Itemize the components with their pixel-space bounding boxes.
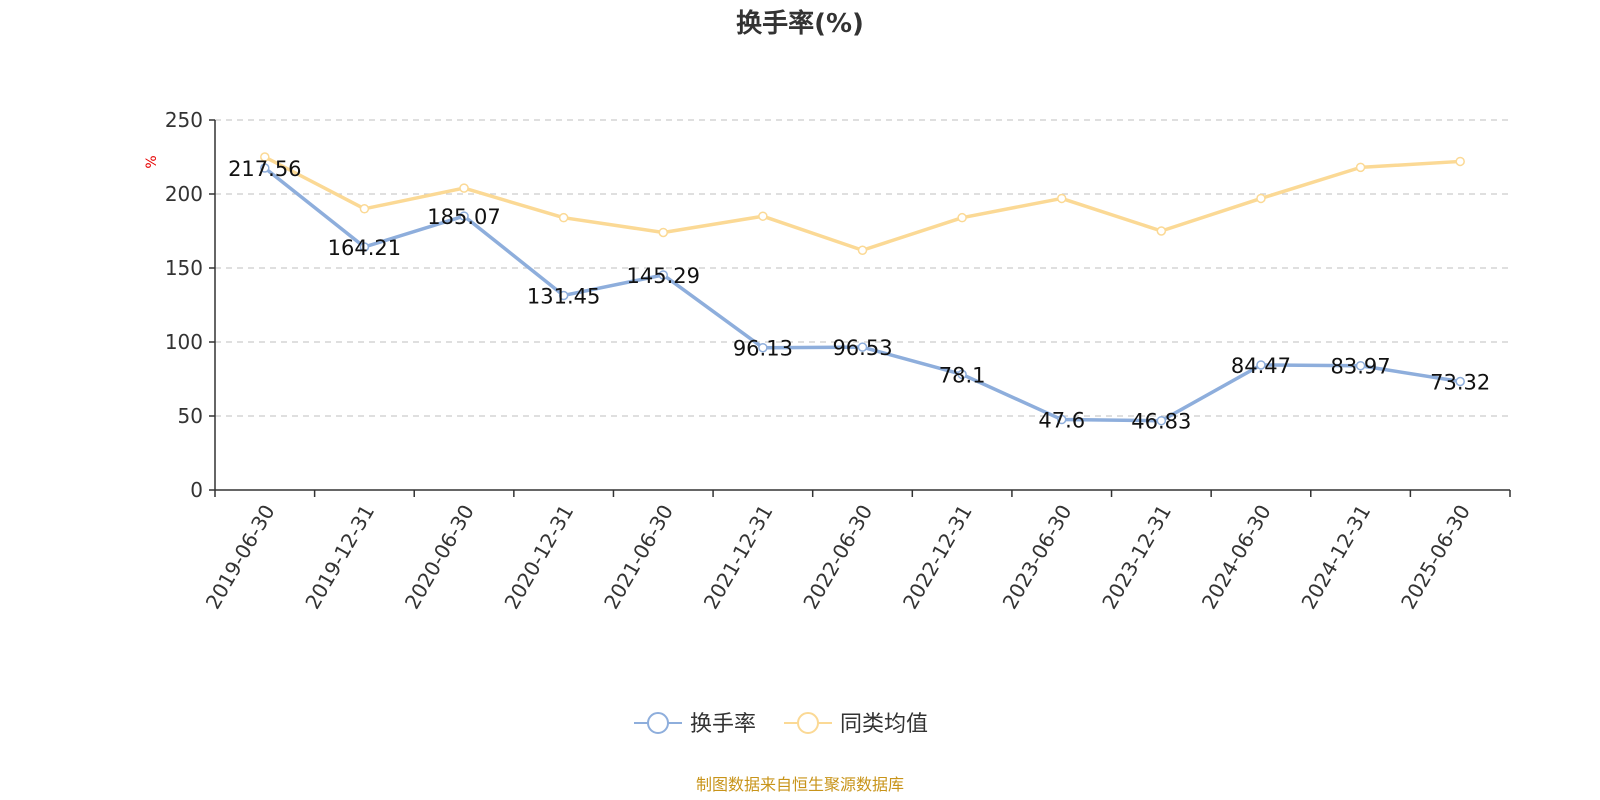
data-label: 185.07 (427, 205, 500, 229)
series-point[interactable] (359, 242, 370, 252)
y-tick-label: 250 (165, 108, 203, 132)
legend-item-0[interactable]: 换手率 (634, 712, 756, 737)
y-tick-label: 150 (165, 256, 203, 280)
data-label: 96.53 (832, 336, 892, 360)
series-point[interactable] (1156, 415, 1167, 426)
data-label: 47.6 (1038, 409, 1085, 433)
series-point[interactable] (558, 290, 569, 301)
x-tick-label: 2022-06-30 (798, 501, 877, 614)
y-tick-label: 100 (165, 330, 203, 354)
series-point[interactable] (1256, 193, 1266, 204)
series-point[interactable] (1455, 156, 1465, 167)
series-point[interactable] (1056, 193, 1067, 204)
data-label: 83.97 (1331, 355, 1391, 379)
legend-item-1[interactable]: 同类均值 (784, 712, 928, 737)
x-tick-label: 2021-06-30 (599, 501, 678, 614)
series-point[interactable] (957, 369, 967, 380)
data-label: 46.83 (1131, 410, 1191, 434)
data-label: 145.29 (627, 264, 700, 288)
legend[interactable]: 换手率 同类均值 (634, 712, 928, 737)
series-point[interactable] (1355, 162, 1366, 173)
series-1 (260, 152, 1465, 255)
series-point[interactable] (260, 152, 270, 162)
data-label: 78.1 (939, 363, 986, 387)
series-point[interactable] (1256, 360, 1266, 370)
y-axis-unit: % (144, 155, 160, 168)
legend-marker-icon (647, 712, 669, 734)
data-label: 96.13 (733, 337, 793, 361)
x-tick-label: 2023-12-31 (1097, 501, 1176, 614)
data-label: 131.45 (527, 284, 600, 308)
grid-lines (215, 119, 1510, 417)
series-point[interactable] (359, 204, 370, 214)
series-point[interactable] (658, 270, 669, 280)
series-point[interactable] (857, 342, 868, 352)
y-tick-label: 200 (165, 182, 203, 206)
series-point[interactable] (758, 211, 768, 221)
data-source-note: 制图数据来自恒生聚源数据库 (696, 775, 904, 794)
legend-label: 同类均值 (840, 712, 928, 737)
x-tick-label: 2024-06-30 (1197, 501, 1276, 614)
x-tick-label: 2021-12-31 (699, 501, 778, 614)
data-label: 84.47 (1231, 354, 1291, 378)
data-label: 73.32 (1430, 370, 1490, 394)
x-tick-label: 2022-12-31 (898, 501, 977, 614)
series-point[interactable] (658, 227, 669, 238)
series-point[interactable] (459, 211, 469, 221)
legend-marker-icon (797, 712, 819, 734)
series-point[interactable] (459, 183, 469, 193)
series-point[interactable] (758, 342, 768, 353)
series-point[interactable] (1156, 226, 1167, 236)
series-layer (260, 152, 1465, 426)
chart-title: 换手率(%) (736, 8, 864, 39)
series-point[interactable] (1056, 414, 1067, 425)
y-tick-label: 50 (178, 404, 203, 428)
series-point[interactable] (857, 245, 868, 255)
series-line (264, 155, 1461, 252)
x-tick-label: 2023-06-30 (998, 501, 1077, 614)
series-point[interactable] (1455, 376, 1465, 387)
data-labels: 217.56 164.21 185.07 131.45 145.29 96.13 96.53… (228, 157, 1490, 434)
series-point[interactable] (1355, 360, 1366, 371)
x-tick-label: 2019-12-31 (300, 501, 379, 614)
x-tick-label: 2024-12-31 (1296, 501, 1375, 614)
series-0 (260, 163, 1465, 426)
x-tick-label: 2019-06-30 (201, 501, 280, 614)
data-label: 217.56 (228, 157, 301, 181)
data-label: 164.21 (328, 236, 401, 260)
series-point[interactable] (558, 212, 569, 223)
series-point[interactable] (260, 163, 270, 173)
legend-label: 换手率 (690, 712, 756, 737)
x-tick-label: 2020-06-30 (400, 501, 479, 614)
x-tick-label: 2025-06-30 (1396, 501, 1475, 614)
series-point[interactable] (957, 212, 967, 223)
y-tick-label: 0 (190, 478, 203, 502)
x-tick-label: 2020-12-31 (499, 501, 578, 614)
